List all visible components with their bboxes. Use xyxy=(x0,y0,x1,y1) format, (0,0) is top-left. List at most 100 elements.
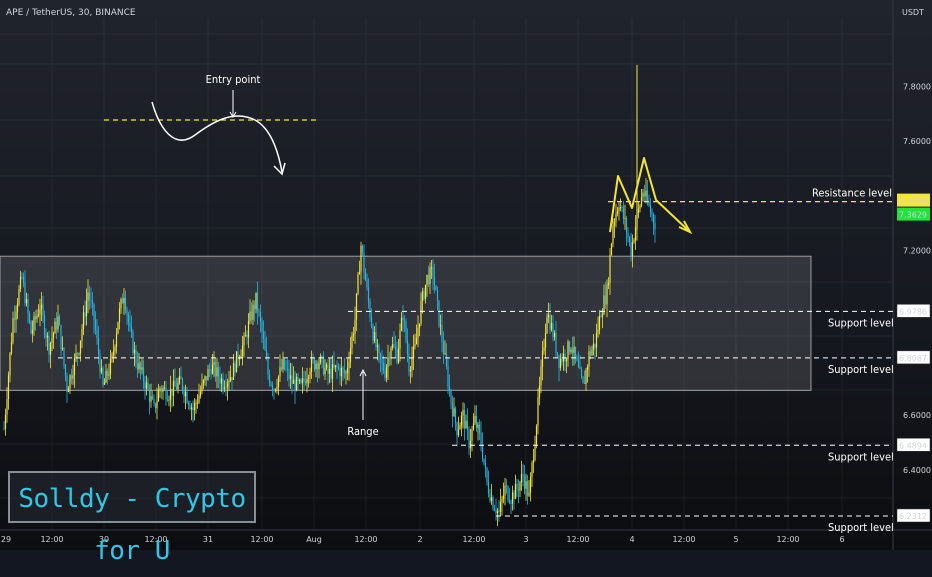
candle-body xyxy=(283,358,286,369)
candle-body xyxy=(151,396,154,399)
candle-body xyxy=(204,376,206,381)
candle-body xyxy=(214,362,217,377)
candle-body xyxy=(10,341,13,354)
candle-body xyxy=(579,366,581,369)
candle-body xyxy=(607,282,610,285)
x-tick-label: 3 xyxy=(523,535,528,544)
candle-body xyxy=(400,317,403,331)
candle-body xyxy=(352,333,355,336)
candle-body xyxy=(498,510,500,513)
candle-body xyxy=(79,340,82,354)
candle-body xyxy=(238,358,241,360)
x-tick-label: 6 xyxy=(839,535,844,544)
candle-body xyxy=(171,388,173,396)
candle-body xyxy=(510,502,512,504)
candle-body xyxy=(364,271,367,281)
candle-body xyxy=(30,321,32,334)
candle-body xyxy=(409,369,412,372)
projection-arrowhead xyxy=(678,220,693,235)
candle-body xyxy=(523,475,526,489)
candle-body xyxy=(25,299,28,304)
x-tick-label: 12:00 xyxy=(566,535,589,544)
candle-body xyxy=(565,358,568,362)
candle-body xyxy=(130,326,133,333)
candle-body xyxy=(207,369,209,381)
candle-body xyxy=(633,240,635,243)
candle-body xyxy=(93,304,95,321)
candle-body xyxy=(433,276,436,286)
candle-body xyxy=(205,376,208,381)
candle-body xyxy=(393,343,395,347)
candle-body xyxy=(166,399,169,401)
candle-body xyxy=(427,274,430,285)
candle-body xyxy=(538,385,541,398)
candle-body xyxy=(552,322,554,337)
symbol-title: APE / TetherUS, 30, BINANCE xyxy=(6,8,136,18)
candle-body xyxy=(85,300,88,317)
candle-body xyxy=(121,298,124,304)
candle-body xyxy=(634,227,637,241)
candle-body xyxy=(369,301,371,317)
candle-body xyxy=(268,374,271,384)
candle-body xyxy=(544,333,547,348)
x-tick-label: 12:00 xyxy=(250,535,273,544)
candle-body xyxy=(138,362,140,370)
candle-body xyxy=(322,357,325,375)
candle-body xyxy=(432,267,434,277)
candle-body xyxy=(568,341,571,352)
candle-body xyxy=(492,497,494,510)
candle-body xyxy=(115,333,118,347)
candle-body xyxy=(556,352,559,356)
candle-body xyxy=(447,366,449,387)
resistance-price-tag xyxy=(897,193,930,207)
candle-body xyxy=(271,385,274,390)
candle-body xyxy=(244,334,247,337)
candle-body xyxy=(279,367,281,377)
candle-body xyxy=(487,481,490,494)
candle-body xyxy=(76,353,79,355)
candle-body xyxy=(142,367,145,382)
candle-body xyxy=(336,365,338,368)
candle-body xyxy=(217,367,220,378)
x-tick-label: 29 xyxy=(1,535,11,544)
candle-body xyxy=(610,243,613,256)
candle-body xyxy=(343,368,346,373)
candle-body xyxy=(481,444,484,459)
candle-body xyxy=(43,315,46,334)
candle-body xyxy=(34,316,37,320)
x-tick-label: 4 xyxy=(629,535,634,544)
candle-body xyxy=(484,463,487,468)
candle-body xyxy=(223,387,226,389)
candle-body xyxy=(141,367,143,370)
candle-body xyxy=(177,382,179,390)
candle-body xyxy=(96,329,98,338)
candle-body xyxy=(606,284,608,305)
candle-body xyxy=(639,205,641,209)
candle-body xyxy=(394,346,397,350)
candle-body xyxy=(472,423,475,430)
candle-body xyxy=(208,369,211,371)
candle-body xyxy=(241,345,244,356)
candle-body xyxy=(3,428,5,430)
candle-body xyxy=(61,347,64,349)
candle-body xyxy=(189,405,191,410)
candle-body xyxy=(589,351,592,356)
candle-body xyxy=(7,375,10,400)
candle-body xyxy=(28,312,31,322)
x-tick-label: 12:00 xyxy=(354,535,377,544)
candle-body xyxy=(580,368,583,377)
candle-body xyxy=(33,316,35,330)
candle-body xyxy=(289,375,292,380)
candle-body xyxy=(325,364,328,369)
candle-body xyxy=(90,300,92,301)
candle-body xyxy=(351,335,353,349)
candle-body xyxy=(114,346,116,352)
candle-body xyxy=(588,351,590,367)
candle-body xyxy=(111,354,113,359)
candle-body xyxy=(474,415,476,424)
candle-body xyxy=(144,381,146,389)
candle-body xyxy=(585,369,587,384)
chart-canvas[interactable]: Resistance level Support level 6.9786 Suppo… xyxy=(0,0,932,550)
candle-body xyxy=(174,380,176,387)
candle-body xyxy=(373,332,376,341)
